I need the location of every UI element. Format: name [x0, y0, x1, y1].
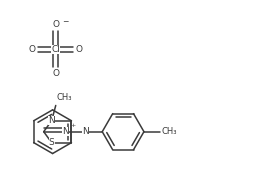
Text: O: O — [29, 45, 36, 54]
Text: CH₃: CH₃ — [162, 127, 177, 136]
Text: O: O — [52, 69, 59, 78]
Text: +: + — [70, 123, 76, 128]
Text: O: O — [52, 20, 59, 29]
Text: −: − — [62, 17, 69, 26]
Text: Cl: Cl — [51, 45, 60, 54]
Text: N: N — [62, 127, 69, 136]
Text: CH₃: CH₃ — [57, 93, 72, 102]
Text: N: N — [82, 127, 89, 136]
Text: O: O — [75, 45, 82, 54]
Text: N: N — [48, 116, 55, 125]
Text: S: S — [49, 138, 54, 147]
